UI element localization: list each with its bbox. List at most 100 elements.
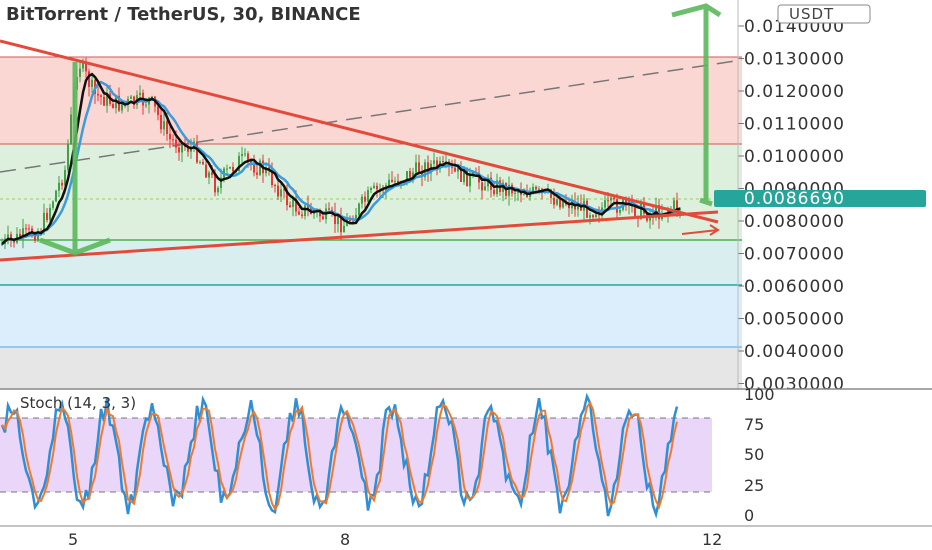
candle-body — [244, 153, 246, 155]
candle-body — [538, 188, 540, 190]
candle-body — [151, 96, 153, 98]
current-price-badge — [714, 190, 926, 207]
candle-body — [535, 186, 537, 190]
candle-body — [454, 167, 456, 172]
candle-body — [388, 179, 390, 186]
candle-body — [256, 172, 258, 175]
candle-body — [88, 71, 90, 87]
candle-body — [22, 228, 24, 239]
candle-body — [271, 169, 273, 186]
price-tick-label: 0.0050000 — [744, 310, 845, 330]
currency-button[interactable] — [777, 4, 871, 24]
dashed-channel-line — [0, 59, 743, 173]
time-label-8: 8 — [340, 530, 350, 549]
candle-body — [640, 203, 642, 219]
candle-body — [493, 189, 495, 195]
candle-body — [676, 200, 678, 210]
candle-body — [28, 228, 30, 230]
candle-body — [196, 141, 198, 163]
pole-arrow-left-head — [39, 237, 111, 256]
candle-body — [367, 190, 369, 202]
candle-body — [100, 95, 102, 97]
price-axis[interactable]: 0.01400000.01300000.01200000.01100000.01… — [737, 0, 845, 395]
candle-body — [280, 189, 282, 197]
candle-body — [322, 216, 324, 220]
candle-body — [319, 210, 321, 217]
candle-body — [298, 211, 300, 215]
candle-body — [514, 192, 516, 194]
pole-arrow-right-head — [671, 3, 722, 18]
target-arrow-head-red — [709, 224, 720, 236]
candle-body — [163, 121, 165, 130]
candle-body — [25, 228, 27, 230]
candle-body — [526, 194, 528, 197]
price-tick-label: 0.0080000 — [744, 212, 845, 232]
candle-body — [673, 200, 675, 209]
candle-body — [58, 182, 60, 191]
candle-body — [451, 166, 453, 168]
candle-body — [97, 93, 99, 96]
candle-body — [61, 182, 63, 186]
candle-body — [10, 234, 12, 240]
candle-body — [568, 204, 570, 209]
candle-body — [340, 216, 342, 233]
candle-body — [181, 143, 183, 153]
time-label-5: 5 — [68, 530, 78, 549]
candle-body — [349, 219, 351, 222]
candle-body — [253, 164, 255, 173]
candle-body — [46, 212, 48, 221]
stoch-label: Stoch (14, 3, 3) — [20, 394, 136, 412]
candle-body — [610, 197, 612, 201]
candle-body — [358, 203, 360, 216]
candle-body — [343, 225, 345, 233]
candle-body — [85, 61, 87, 72]
candle-body — [67, 143, 69, 170]
candle-body — [103, 96, 105, 106]
stoch-tick-label: 25 — [744, 476, 764, 495]
candle-body — [595, 214, 597, 218]
candle-body — [241, 154, 243, 157]
candle-body — [259, 160, 261, 175]
price-tick-label: 0.0100000 — [744, 147, 845, 167]
candle-body — [139, 92, 141, 96]
candle-body — [469, 173, 471, 187]
candle-body — [247, 153, 249, 161]
candle-body — [427, 162, 429, 174]
candle-body — [556, 199, 558, 205]
candle-body — [460, 167, 462, 182]
candle-body — [589, 215, 591, 218]
candle-body — [229, 166, 231, 169]
candle-body — [619, 209, 621, 213]
candle-body — [391, 179, 393, 182]
candle-body — [55, 190, 57, 202]
price-tick-label: 0.0040000 — [744, 342, 845, 362]
candle-body — [307, 205, 309, 209]
candle-body — [106, 93, 108, 106]
deep-zone — [0, 285, 742, 347]
candle-body — [334, 212, 336, 225]
candle-body — [208, 172, 210, 178]
price-tick-label: 0.0120000 — [744, 82, 845, 102]
candle-body — [202, 161, 204, 165]
candle-body — [301, 214, 303, 216]
candle-body — [205, 164, 207, 178]
candle-body — [532, 186, 534, 192]
candle-body — [217, 187, 219, 193]
zones — [0, 56, 743, 389]
target-arrow-shaft-red — [681, 229, 719, 235]
candle-body — [226, 168, 228, 170]
candle-body — [370, 188, 372, 191]
candle-body — [34, 236, 36, 241]
candle-body — [484, 186, 486, 191]
candle-body — [415, 162, 417, 173]
candle-body — [70, 114, 72, 144]
candle-body — [394, 180, 396, 182]
candle-body — [364, 196, 366, 202]
stoch-axis[interactable]: 100 75 50 25 0 — [744, 385, 775, 525]
candle-body — [586, 200, 588, 218]
candle-body — [436, 160, 438, 169]
candle-body — [559, 199, 561, 208]
candle-body — [289, 205, 291, 207]
